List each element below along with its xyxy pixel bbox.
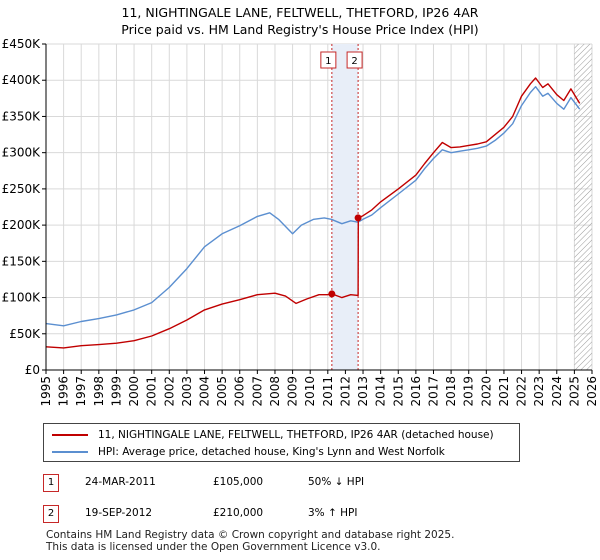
sale-label: 2 [351,56,357,67]
x-tick-label: 2009 [286,376,300,407]
transaction-date: 19-SEP-2012 [85,507,153,519]
x-tick-label: 2025 [567,376,581,407]
price-chart: 1 2 £0 £50K £100K £150K £200K £250K £300K £350K £4… [2,37,599,407]
y-tick-label: £100K [2,291,42,305]
y-tick-label: £50K [9,327,41,341]
x-tick-label: 2006 [233,376,247,407]
sale-label-box [320,51,337,69]
legend-label-property: 11, NIGHTINGALE LANE, FELTWELL, THETFORD… [98,429,494,441]
chart-legend: 11, NIGHTINGALE LANE, FELTWELL, THETFORD… [43,423,520,462]
x-tick-label: 1997 [74,376,88,407]
transaction-price: £105,000 [213,476,264,488]
y-tick-label: £400K [2,73,42,87]
chart-title: 11, NIGHTINGALE LANE, FELTWELL, THETFORD… [121,5,479,20]
sale-point [328,290,336,298]
x-tick-label: 2001 [145,376,159,407]
x-tick-label: 2017 [426,376,440,407]
x-tick-label: 1998 [92,376,106,407]
x-tick-label: 1995 [39,376,53,407]
x-tick-label: 2014 [374,376,388,407]
x-tick-label: 2024 [550,376,564,407]
x-tick-label: 2000 [127,376,141,407]
x-tick-label: 2018 [444,376,458,407]
transaction-badge: 1 [43,474,59,492]
legend-item-hpi: HPI: Average price, detached house, King… [52,444,445,460]
forecast-hatch [574,44,592,370]
x-tick-label: 2021 [497,376,511,407]
transaction-hpi: 3% ↑ HPI [308,507,358,519]
sale-label: 1 [325,56,331,67]
x-tick-label: 2007 [250,376,264,407]
y-tick-label: £150K [2,254,42,268]
x-tick-label: 2015 [391,376,405,407]
plot-area [46,44,592,370]
y-tick-label: £350K [2,109,42,123]
legend-swatch-hpi [52,451,88,453]
footer-copyright: Contains HM Land Registry data © Crown c… [46,529,455,541]
y-tick-label: £250K [2,182,42,196]
x-tick-label: 2023 [532,376,546,407]
transaction-badge: 2 [43,505,59,523]
x-tick-label: 2003 [180,376,194,407]
x-tick-label: 2019 [462,376,476,407]
x-tick-label: 2002 [162,376,176,407]
y-tick-label: £0 [25,363,40,377]
x-tick-label: 2004 [198,376,212,407]
sale-period-shade [331,44,359,370]
y-tick-label: £200K [2,218,42,232]
sale-label-box [346,51,363,69]
transaction-hpi: 50% ↓ HPI [308,476,365,488]
y-tick-label: £300K [2,146,42,160]
x-tick-label: 1996 [57,376,71,407]
legend-item-property: 11, NIGHTINGALE LANE, FELTWELL, THETFORD… [52,427,494,443]
x-tick-label: 2005 [215,376,229,407]
x-tick-label: 2011 [321,376,335,407]
x-tick-label: 2013 [356,376,370,407]
transaction-date: 24-MAR-2011 [85,476,156,488]
x-tick-label: 2012 [338,376,352,407]
x-tick-label: 2008 [268,376,282,407]
x-tick-label: 2010 [303,376,317,407]
property-line [45,77,581,349]
x-tick-label: 2020 [479,376,493,407]
legend-label-hpi: HPI: Average price, detached house, King… [98,446,445,458]
x-tick-label: 1999 [109,376,123,407]
legend-swatch-property [52,434,88,436]
transaction-price: £210,000 [213,507,264,519]
hpi-line [45,86,581,327]
sale-point [354,214,362,222]
chart-subtitle: Price paid vs. HM Land Registry's House … [121,22,479,37]
y-tick-label: £450K [2,37,42,51]
footer-licence: This data is licensed under the Open Gov… [46,541,381,553]
x-tick-label: 2016 [409,376,423,407]
x-tick-label: 2026 [585,376,599,407]
x-tick-label: 2022 [515,376,529,407]
